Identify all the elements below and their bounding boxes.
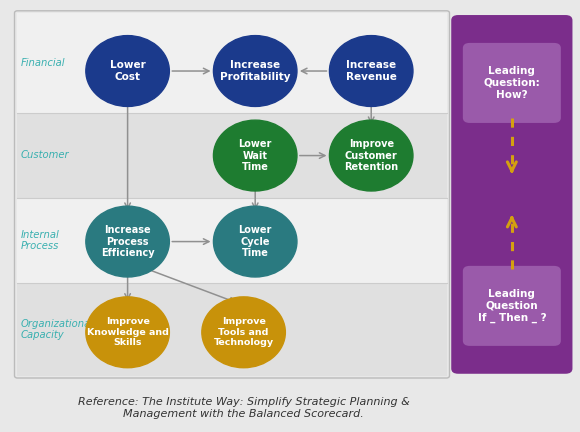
Text: Increase
Process
Efficiency: Increase Process Efficiency [101,225,154,258]
Text: Organizational
Capacity: Organizational Capacity [20,319,93,340]
Text: Customer: Customer [20,150,69,160]
Bar [17,13,447,113]
Ellipse shape [329,35,413,106]
Ellipse shape [213,206,297,277]
Text: Lower
Cost: Lower Cost [110,60,146,82]
Ellipse shape [202,297,285,368]
Text: Financial: Financial [20,58,65,68]
Text: Lower
Wait
Time: Lower Wait Time [238,139,272,172]
Ellipse shape [213,120,297,191]
Text: Leading
Question
If _ Then _ ?: Leading Question If _ Then _ ? [477,289,546,323]
Text: Reference: The Institute Way: Simplify Strategic Planning &
Management with the : Reference: The Institute Way: Simplify S… [78,397,409,419]
Text: Improve
Customer
Retention: Improve Customer Retention [344,139,398,172]
Ellipse shape [329,120,413,191]
Text: Leading
Question:
How?: Leading Question: How? [484,67,540,99]
Text: Increase
Revenue: Increase Revenue [346,60,397,82]
FancyBboxPatch shape [451,15,572,374]
Text: Improve
Knowledge and
Skills: Improve Knowledge and Skills [86,318,169,347]
Text: Lower
Cycle
Time: Lower Cycle Time [238,225,272,258]
Bar [17,198,447,283]
Bar [17,283,447,376]
Ellipse shape [86,297,169,368]
Ellipse shape [213,35,297,106]
FancyBboxPatch shape [463,43,561,123]
Ellipse shape [86,35,169,106]
Text: Improve
Tools and
Technology: Improve Tools and Technology [213,318,274,347]
Text: Internal
Process: Internal Process [20,230,59,251]
Bar [17,113,447,198]
Ellipse shape [86,206,169,277]
FancyBboxPatch shape [463,266,561,346]
Text: Increase
Profitability: Increase Profitability [220,60,291,82]
